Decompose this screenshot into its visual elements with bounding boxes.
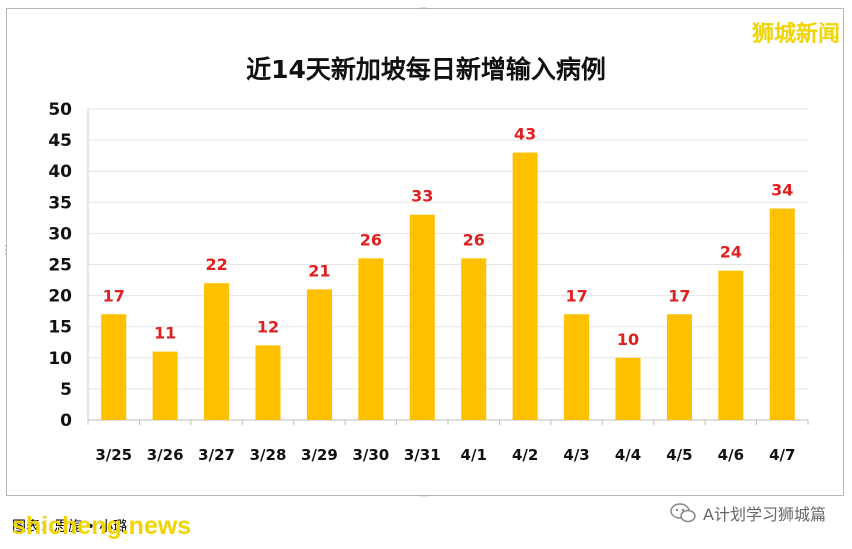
bar [409, 214, 435, 420]
data-label: 17 [668, 286, 690, 305]
x-tick-label: 4/1 [461, 446, 487, 464]
watermark-top: 狮城新闻 [751, 22, 840, 47]
data-label: 33 [411, 187, 433, 206]
bar [152, 351, 178, 420]
bar [461, 258, 487, 420]
x-tick-label: 4/5 [666, 446, 692, 464]
x-tick-label: 3/29 [301, 446, 338, 464]
y-tick-label: 35 [48, 193, 72, 213]
data-label: 17 [565, 286, 587, 305]
x-tick-label: 3/30 [352, 446, 389, 464]
x-tick-label: 4/2 [512, 446, 538, 464]
y-tick-label: 15 [48, 318, 72, 338]
bar [615, 357, 641, 420]
data-label: 43 [514, 125, 536, 144]
data-label: 24 [720, 243, 742, 262]
x-tick-label: 3/26 [147, 446, 184, 464]
data-label: 10 [617, 330, 639, 349]
data-label: 21 [308, 261, 330, 280]
x-tick-label: 3/28 [250, 446, 287, 464]
wechat-account: A计划学习狮城篇 [669, 501, 826, 525]
wechat-icon [670, 503, 696, 523]
wechat-account-name: A计划学习狮城篇 [703, 505, 826, 524]
bar [564, 314, 590, 420]
y-tick-label: 10 [48, 349, 72, 369]
x-tick-label: 3/25 [95, 446, 132, 464]
watermark-bottom: shicheng.news [12, 512, 192, 540]
chart-title: 近14天新加坡每日新增输入病例 [246, 55, 606, 84]
data-label: 11 [154, 324, 176, 343]
y-tick-label: 25 [48, 256, 72, 276]
y-tick-label: 5 [60, 380, 72, 400]
chart-credit: 图表：思旎 • 小璐 [12, 519, 128, 535]
bar [255, 345, 281, 420]
resize-handle-top[interactable]: ···· [419, 4, 428, 14]
y-tick-label: 45 [48, 131, 72, 151]
x-tick-label: 4/6 [718, 446, 744, 464]
x-tick-label: 4/7 [769, 446, 795, 464]
resize-handle-bottom[interactable]: ···· [419, 492, 428, 502]
y-tick-label: 40 [48, 162, 72, 182]
x-tick-label: 4/4 [615, 446, 641, 464]
bar [512, 152, 538, 421]
x-tick-label: 4/3 [563, 446, 589, 464]
bar [769, 208, 795, 420]
resize-handle-right[interactable]: · · · [842, 242, 845, 260]
data-label: 17 [103, 286, 125, 305]
data-label: 22 [205, 255, 227, 274]
bar [204, 283, 230, 420]
resize-handle-left[interactable]: · · · [4, 242, 7, 260]
data-label: 34 [771, 181, 793, 200]
bar [358, 258, 384, 420]
bar [306, 289, 332, 420]
data-label: 26 [463, 230, 485, 249]
x-tick-label: 3/27 [198, 446, 235, 464]
y-tick-label: 50 [48, 100, 72, 120]
y-tick-label: 20 [48, 287, 72, 307]
data-label: 12 [257, 317, 279, 336]
bar [101, 314, 127, 420]
data-label: 26 [360, 230, 382, 249]
bar [666, 314, 692, 420]
y-tick-label: 0 [60, 411, 72, 431]
x-tick-label: 3/31 [404, 446, 441, 464]
bar [718, 270, 744, 420]
y-tick-label: 30 [48, 224, 72, 244]
